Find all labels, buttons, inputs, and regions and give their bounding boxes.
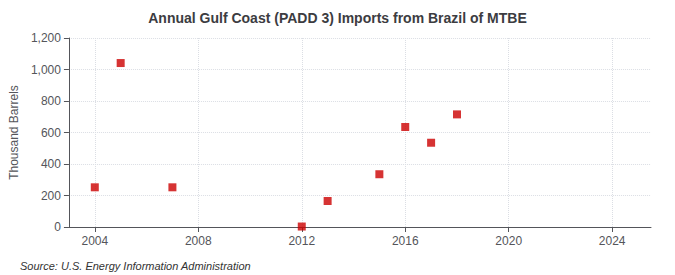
- svg-text:800: 800: [41, 94, 61, 108]
- svg-text:Source: U.S. Energy Informatio: Source: U.S. Energy Information Administ…: [20, 260, 251, 272]
- svg-text:400: 400: [41, 157, 61, 171]
- svg-text:200: 200: [41, 189, 61, 203]
- svg-text:2016: 2016: [392, 234, 419, 248]
- svg-text:0: 0: [54, 220, 61, 234]
- svg-text:Annual Gulf Coast (PADD 3) Imp: Annual Gulf Coast (PADD 3) Imports from …: [148, 10, 527, 26]
- svg-text:1,200: 1,200: [31, 31, 61, 45]
- svg-text:2004: 2004: [81, 234, 108, 248]
- svg-text:1,000: 1,000: [31, 63, 61, 77]
- svg-text:2012: 2012: [288, 234, 315, 248]
- svg-text:2020: 2020: [495, 234, 522, 248]
- svg-text:600: 600: [41, 126, 61, 140]
- svg-text:2008: 2008: [185, 234, 212, 248]
- svg-text:2024: 2024: [599, 234, 626, 248]
- svg-text:Thousand Barrels: Thousand Barrels: [7, 85, 21, 180]
